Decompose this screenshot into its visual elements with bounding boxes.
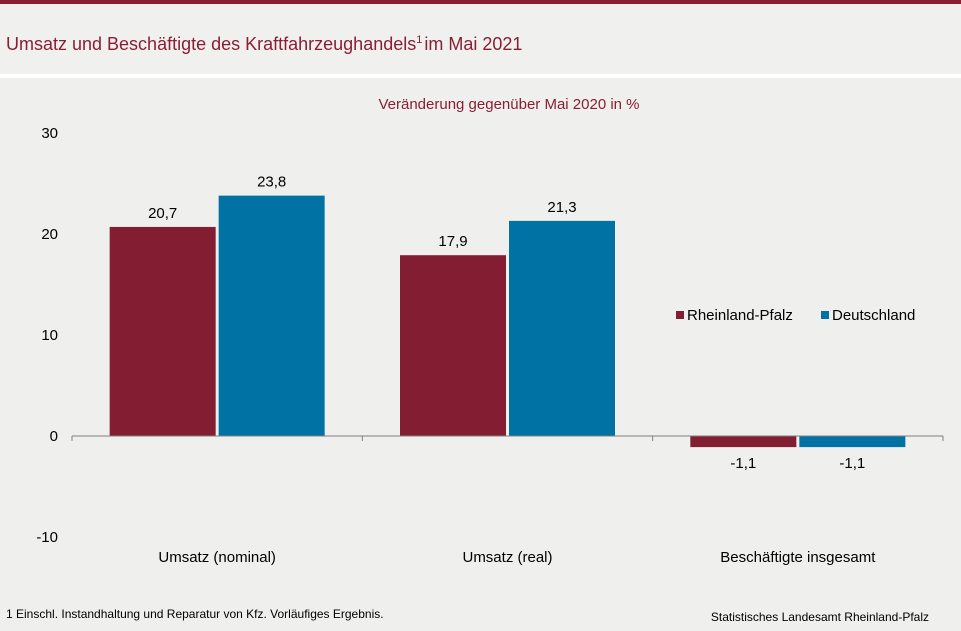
source-note: Statistisches Landesamt Rheinland-Pfalz (710, 610, 929, 624)
title-footnote-marker: 1 (416, 34, 423, 46)
bars (109, 195, 906, 448)
data-label: 23,8 (257, 174, 286, 191)
x-category-label: Umsatz (real) (462, 549, 552, 566)
title-suffix: im Mai 2021 (424, 34, 523, 54)
bar (218, 195, 325, 436)
header: Umsatz und Beschäftigte des Kraftfahrzeu… (0, 4, 961, 74)
y-tick-label: 10 (41, 327, 58, 344)
bar (109, 226, 216, 436)
footnote: 1 Einschl. Instandhaltung und Reparatur … (6, 607, 384, 621)
x-axis (71, 435, 944, 441)
chart-subtitle: Veränderung gegenüber Mai 2020 in % (378, 96, 640, 113)
data-label: 17,9 (438, 233, 467, 250)
data-label: -1,1 (730, 455, 756, 472)
legend-swatch (821, 311, 829, 319)
data-label: 21,3 (547, 199, 576, 216)
y-tick-label: 20 (41, 226, 58, 243)
data-label: 20,7 (148, 205, 177, 222)
legend-label: Rheinland-Pfalz (687, 307, 793, 324)
header-separator (0, 74, 961, 78)
legend: Rheinland-Pfalz Deutschland (676, 307, 915, 324)
page-title: Umsatz und Beschäftigte des Kraftfahrzeu… (6, 34, 522, 55)
bar (400, 255, 506, 436)
data-labels: 20,7 23,8 17,9 21,3 -1,1 -1,1 (148, 174, 865, 472)
data-label: -1,1 (839, 455, 865, 472)
x-axis-labels: Umsatz (nominal) Umsatz (real) Beschäftigt… (158, 549, 876, 566)
x-category-label: Beschäftigte insgesamt (720, 549, 876, 566)
top-accent-bar (0, 0, 961, 4)
x-category-label: Umsatz (nominal) (158, 549, 276, 566)
y-tick-label: -10 (36, 529, 58, 546)
y-tick-label: 0 (50, 428, 58, 445)
legend-swatch (676, 311, 684, 319)
bar (799, 436, 906, 448)
bar (690, 436, 797, 448)
legend-label: Deutschland (832, 307, 915, 324)
title-main: Umsatz und Beschäftigte des Kraftfahrzeu… (6, 34, 417, 54)
y-tick-label: 30 (41, 125, 58, 142)
y-axis-ticks: 30 20 10 0 -10 (36, 125, 58, 546)
bar (509, 220, 615, 436)
